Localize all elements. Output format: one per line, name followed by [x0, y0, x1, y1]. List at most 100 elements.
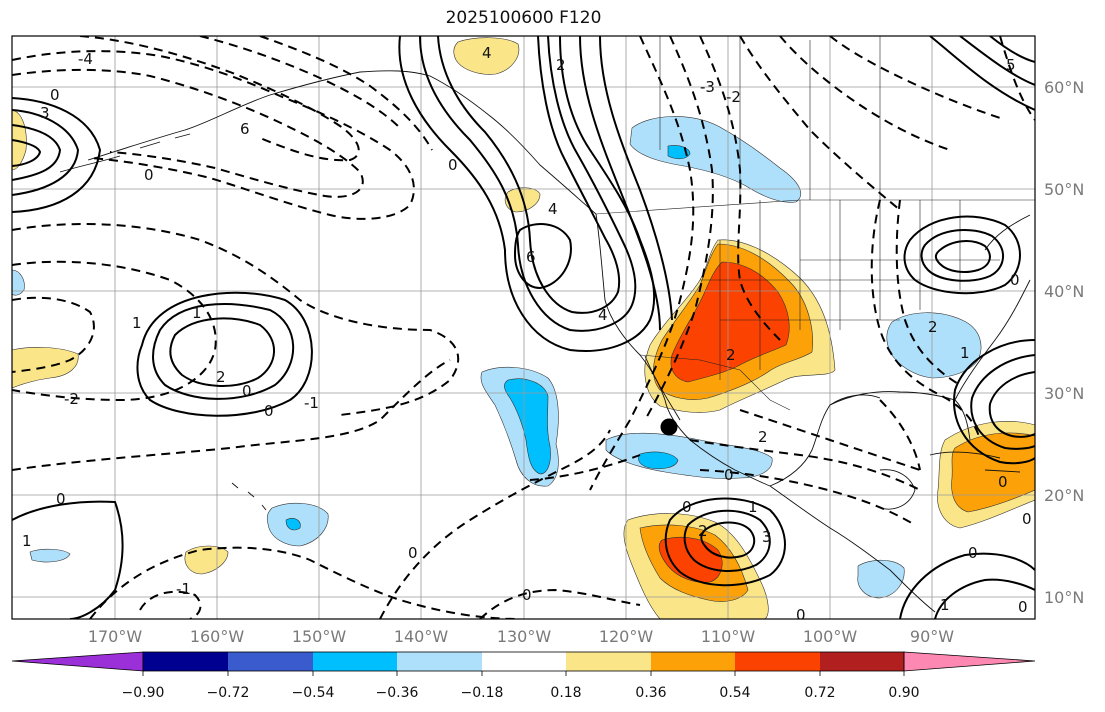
colorbar-segment [228, 652, 313, 671]
contour-central-america-high [899, 552, 1035, 619]
contour-mexico-curves-2 [739, 409, 921, 471]
cool-anomaly-south-west [29, 548, 71, 563]
contour-mexico-curves [689, 439, 921, 526]
contour-label: 6 [240, 120, 250, 138]
contour-label: 1 [960, 344, 970, 362]
lat-label: 40°N [1044, 282, 1084, 301]
shaded-regions [12, 37, 1035, 619]
colorbar: −0.90 −0.72 −0.54 −0.36 −0.18 0.18 0.36 … [11, 651, 1036, 701]
contour-label: -1 [176, 580, 191, 598]
lat-label: 30°N [1044, 384, 1084, 403]
contour-label: 0 [408, 544, 418, 562]
contour-trough-rockies-5 [779, 36, 951, 151]
colorbar-extend-low [11, 651, 144, 672]
colorbar-extend-high [903, 651, 1036, 672]
contour-label: 0 [796, 606, 806, 624]
contour-high-east-pacific [664, 497, 786, 587]
contour-high-pacific [152, 303, 295, 400]
contour-label: 1 [22, 532, 32, 550]
contour-subtropical-2 [12, 260, 217, 402]
contour-label: 0 [1018, 598, 1028, 616]
contour-high-east-pacific-3 [700, 521, 756, 559]
contour-central-america-high-2 [934, 578, 1035, 619]
cool-anomaly-offshore-baja-core [504, 378, 551, 475]
lon-label: 150°W [292, 627, 347, 646]
contour-labels: -4 0 3 0 6 1 1 2 0 0 -1 -2 0 1 -1 0 0 4 … [22, 44, 1032, 624]
border-us-mexico [639, 354, 791, 411]
contour-label: -2 [726, 88, 741, 106]
province-lines [659, 36, 881, 200]
contour-subtropical [12, 223, 460, 416]
contour-label: 2 [216, 368, 226, 386]
contour-low-great-lakes-3 [934, 240, 991, 273]
dashed-contours [12, 36, 1035, 619]
contour-south-west [12, 500, 124, 619]
contour-trough-rockies-4 [739, 36, 901, 211]
colorbar-segment [735, 652, 820, 671]
colorbar-segment [651, 652, 735, 671]
contour-label: 0 [242, 382, 252, 400]
lon-label: 120°W [599, 627, 654, 646]
contour-label: 1 [132, 314, 142, 332]
colorbar-segment [143, 652, 228, 671]
contour-zero-wide [12, 359, 451, 471]
lat-label: 10°N [1044, 588, 1084, 607]
contour-label: 2 [726, 346, 736, 364]
map-plot-area: -4 0 3 0 6 1 1 2 0 0 -1 -2 0 1 -1 0 0 4 … [12, 36, 1035, 624]
contour-label: 0 [56, 490, 66, 508]
contour-label: 0 [1022, 510, 1032, 528]
contour-ridge-west-4 [12, 97, 102, 213]
state-lines [700, 200, 1000, 380]
contour-label: 0 [1010, 271, 1020, 289]
contour-label: 0 [724, 466, 734, 484]
longitude-labels: 170°W 160°W 150°W 140°W 130°W 120°W 110°… [88, 627, 954, 646]
lon-label: 100°W [803, 627, 858, 646]
contour-label: 0 [50, 86, 60, 104]
contour-trough-gulf-of-alaska [12, 50, 415, 220]
coast-hawaii [231, 482, 267, 511]
contour-ridge-west-3 [12, 139, 42, 167]
contour-label: -3 [700, 78, 715, 96]
contour-ridge-northeast-pacific-4 [513, 223, 572, 290]
colorbar-tick-label: 0.18 [550, 685, 581, 701]
contour-high-pacific-2 [169, 317, 275, 387]
contour-label: 0 [522, 586, 532, 604]
contour-label: 0 [144, 166, 154, 184]
gridlines [12, 36, 1035, 619]
contour-ridge-west-2 [12, 124, 62, 181]
colorbar-segment [482, 652, 566, 671]
coast-aleutians [59, 133, 191, 173]
cool-anomaly-mexico-west-core [638, 451, 679, 470]
coast-central-america [769, 485, 936, 613]
contour-label: 2 [698, 522, 708, 540]
contour-label: -2 [64, 390, 79, 408]
coast-us-west [595, 213, 691, 441]
contour-label: 4 [482, 44, 492, 62]
contour-label: 3 [40, 104, 50, 122]
contour-label: 2 [928, 318, 938, 336]
colorbar-segment [820, 652, 904, 671]
warm-anomaly-gulf-of-alaska [453, 37, 520, 75]
lon-label: 160°W [190, 627, 245, 646]
contour-trough-rockies-6 [829, 36, 1001, 119]
lon-label: 140°W [394, 627, 449, 646]
coastlines [59, 70, 1031, 613]
coast-gulf-us [829, 391, 971, 441]
contour-subtropical-3 [12, 296, 95, 373]
political-borders [595, 36, 1035, 411]
contour-gulf-ridge-2 [970, 354, 1035, 450]
contour-high-east-pacific-2 [683, 509, 771, 572]
contour-ridge-northeast-pacific [398, 36, 656, 352]
contour-label: 1 [748, 498, 758, 516]
contour-label: 5 [1006, 56, 1016, 74]
contour-ridge-northeast-pacific-6 [599, 36, 673, 321]
lat-label: 60°N [1044, 78, 1084, 97]
contour-label: 0 [682, 498, 692, 516]
contour-northeast-arcs [929, 36, 1035, 111]
contour-low-great-lakes [903, 215, 1021, 295]
contour-ridge-west [12, 109, 80, 196]
colorbar-segment [566, 652, 651, 671]
cool-anomaly-central-pacific-core [285, 518, 301, 531]
contour-label: -1 [304, 394, 319, 412]
contour-low-great-lakes-2 [920, 229, 1004, 282]
